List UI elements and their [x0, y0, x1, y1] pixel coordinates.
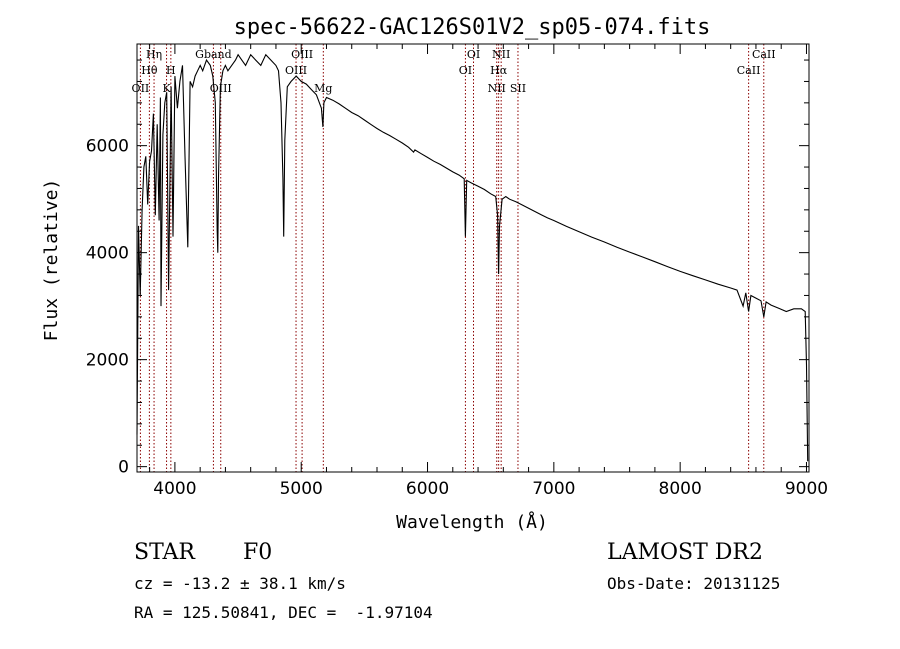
line-label: OI [467, 48, 480, 61]
x-tick-label: 8000 [659, 479, 702, 499]
line-label: OIII [291, 48, 313, 61]
line-label: Gband [195, 48, 232, 61]
emission-line-markers [139, 44, 765, 472]
spectral-subclass: F0 [243, 540, 273, 565]
line-label: Mg [314, 82, 332, 95]
line-label: NII [488, 82, 506, 95]
line-label: K [162, 82, 171, 95]
y-tick-label: 0 [118, 458, 129, 478]
line-label: Hθ [141, 64, 158, 77]
spectrum-series-line [136, 53, 809, 462]
x-tick-label: 5000 [280, 479, 323, 499]
line-label: CaII [737, 64, 761, 77]
redshift-readout: cz = -13.2 ± 38.1 km/s [134, 574, 346, 593]
y-tick-label: 2000 [86, 351, 129, 371]
line-label: OII [132, 82, 150, 95]
line-label: OI [459, 64, 472, 77]
line-label: CaII [752, 48, 776, 61]
y-tick-label: 6000 [86, 137, 129, 157]
plot-frame [136, 43, 810, 473]
y-axis-label: Flux (relative) [41, 179, 62, 342]
axis-ticks: 4000 5000 6000 7000 8000 9000 0 2000 4000 6000 [86, 44, 828, 499]
line-label: H [166, 64, 176, 77]
emission-line-labels: OIIHθHηKHGbandOIIIOIIIOIIIMgOIOINIIHαNII… [132, 48, 776, 95]
chart-title: spec-56622-GAC126S01V2_sp05-074.fits [234, 15, 711, 40]
survey-name: LAMOST DR2 [607, 540, 763, 565]
y-tick-label: 4000 [86, 244, 129, 264]
x-tick-label: 9000 [785, 479, 828, 499]
line-label: OIII [285, 64, 307, 77]
object-class: STAR [134, 540, 195, 565]
line-label: NII [492, 48, 510, 61]
x-tick-label: 6000 [406, 479, 449, 499]
x-tick-label: 4000 [153, 479, 196, 499]
x-tick-label: 7000 [532, 479, 575, 499]
x-axis-label: Wavelength (Å) [396, 511, 548, 533]
line-label: Hα [490, 64, 508, 77]
observation-date: Obs-Date: 20131125 [607, 574, 781, 593]
coordinates-readout: RA = 125.50841, DEC = -1.97104 [134, 603, 433, 622]
line-label: Hη [146, 48, 162, 61]
line-label: SII [510, 82, 526, 95]
